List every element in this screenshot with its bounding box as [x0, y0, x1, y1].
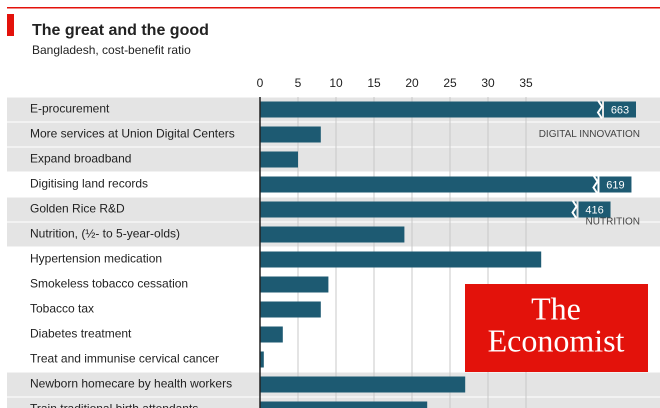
- bar: [260, 401, 428, 408]
- x-tick-label: 15: [367, 76, 381, 90]
- category-label: Golden Rice R&D: [30, 202, 125, 216]
- category-label: Treat and immunise cervical cancer: [30, 352, 219, 366]
- x-tick-label: 10: [329, 76, 343, 90]
- bar: [260, 301, 321, 318]
- bar-break: [596, 99, 604, 120]
- category-label: Smokeless tobacco cessation: [30, 277, 188, 291]
- category-label: Expand broadband: [30, 152, 131, 166]
- title-marker: [7, 14, 14, 36]
- bar: [260, 201, 577, 218]
- bar: [260, 376, 466, 393]
- x-tick-label: 0: [257, 76, 264, 90]
- bar: [260, 226, 405, 243]
- group-label: NUTRITION: [586, 217, 640, 228]
- category-label: Diabetes treatment: [30, 327, 132, 341]
- logo-box: [465, 284, 648, 372]
- category-label: E-procurement: [30, 102, 110, 116]
- x-tick-label: 35: [519, 76, 533, 90]
- x-tick-label: 30: [481, 76, 495, 90]
- chart-subtitle: Bangladesh, cost-benefit ratio: [32, 43, 191, 57]
- category-label: Train traditional birth attendants: [30, 402, 198, 408]
- chart-title: The great and the good: [32, 22, 209, 39]
- category-label: Nutrition, (½- to 5-year-olds): [30, 227, 180, 241]
- bar: [260, 101, 602, 118]
- bar: [260, 251, 542, 268]
- value-label: 619: [606, 179, 624, 191]
- category-label: Tobacco tax: [30, 302, 94, 316]
- category-label: Newborn homecare by health workers: [30, 377, 232, 391]
- logo-text: The: [531, 290, 581, 326]
- bar: [260, 276, 329, 293]
- bar-break: [592, 174, 599, 195]
- top-rule: [7, 7, 660, 9]
- x-tick-label: 25: [443, 76, 457, 90]
- bar: [260, 326, 283, 343]
- x-tick-label: 20: [405, 76, 419, 90]
- category-label: More services at Union Digital Centers: [30, 127, 235, 141]
- bar: [260, 126, 321, 143]
- value-label: 416: [585, 204, 603, 216]
- value-label-box: [599, 176, 632, 193]
- bar: [260, 176, 598, 193]
- bar: [260, 151, 298, 168]
- value-label: 663: [611, 104, 629, 116]
- value-label-box: [578, 201, 611, 218]
- bar-break: [571, 199, 578, 220]
- group-label: DIGITAL INNOVATION: [539, 129, 640, 140]
- x-tick-label: 5: [295, 76, 302, 90]
- value-label-box: [604, 101, 636, 118]
- bar: [260, 351, 264, 368]
- category-label: Hypertension medication: [30, 252, 162, 266]
- logo-text: Economist: [488, 322, 625, 358]
- category-label: Digitising land records: [30, 177, 148, 191]
